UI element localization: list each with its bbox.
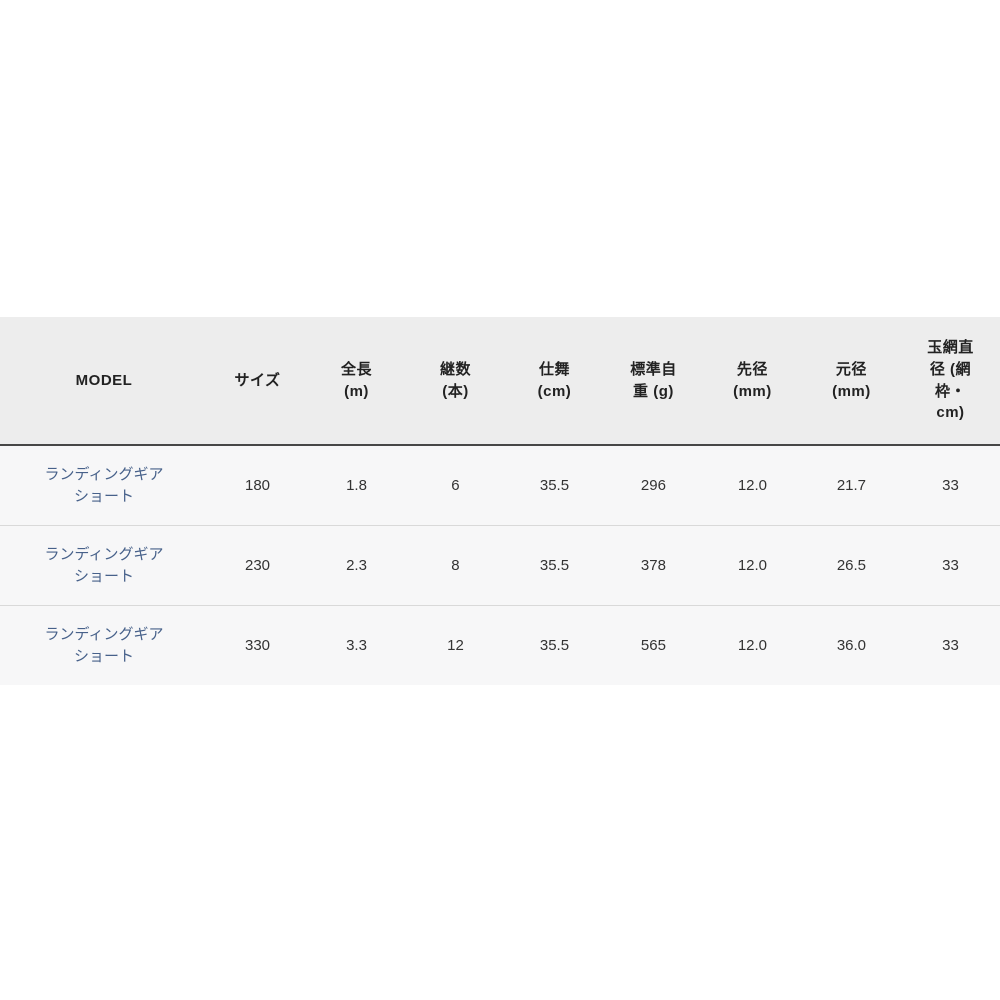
col-header-butt-diameter: 元径 (mm) — [801, 317, 901, 446]
weight-cell: 565 — [603, 605, 703, 685]
total-length-cell: 3.3 — [307, 605, 406, 685]
col-header-size: サイズ — [208, 317, 307, 446]
col-header-closed-length: 仕舞 (cm) — [504, 317, 604, 446]
col-header-tip-diameter: 先径 (mm) — [702, 317, 802, 446]
butt-diameter-cell: 36.0 — [801, 605, 901, 685]
spec-table: MODEL サイズ 全長 (m) 継数 (本) 仕舞 (cm) 標準自 重 (g… — [0, 317, 1000, 685]
size-cell: 230 — [208, 525, 307, 606]
table-row: ランディングギア ショート 330 3.3 12 35.5 565 12.0 3… — [0, 605, 1000, 685]
closed-length-cell: 35.5 — [504, 445, 604, 526]
net-diameter-cell: 33 — [900, 525, 1000, 606]
col-header-total-length: 全長 (m) — [307, 317, 406, 446]
table-row: ランディングギア ショート 180 1.8 6 35.5 296 12.0 21… — [0, 445, 1000, 526]
weight-cell: 296 — [603, 445, 703, 526]
butt-diameter-cell: 21.7 — [801, 445, 901, 526]
sections-cell: 8 — [405, 525, 505, 606]
model-link[interactable]: ランディングギア ショート — [0, 525, 209, 606]
col-header-weight: 標準自 重 (g) — [603, 317, 703, 446]
net-diameter-cell: 33 — [900, 605, 1000, 685]
weight-cell: 378 — [603, 525, 703, 606]
total-length-cell: 2.3 — [307, 525, 406, 606]
size-cell: 330 — [208, 605, 307, 685]
col-header-sections: 継数 (本) — [405, 317, 505, 446]
model-link[interactable]: ランディングギア ショート — [0, 605, 209, 685]
col-header-model: MODEL — [0, 317, 209, 446]
net-diameter-cell: 33 — [900, 445, 1000, 526]
tip-diameter-cell: 12.0 — [702, 605, 802, 685]
table-row: ランディングギア ショート 230 2.3 8 35.5 378 12.0 26… — [0, 525, 1000, 606]
header-row: MODEL サイズ 全長 (m) 継数 (本) 仕舞 (cm) 標準自 重 (g… — [0, 317, 1000, 446]
butt-diameter-cell: 26.5 — [801, 525, 901, 606]
total-length-cell: 1.8 — [307, 445, 406, 526]
size-cell: 180 — [208, 445, 307, 526]
closed-length-cell: 35.5 — [504, 525, 604, 606]
model-link[interactable]: ランディングギア ショート — [0, 445, 209, 526]
col-header-net-diameter: 玉網直 径 (網 枠・ cm) — [900, 317, 1000, 446]
closed-length-cell: 35.5 — [504, 605, 604, 685]
tip-diameter-cell: 12.0 — [702, 445, 802, 526]
tip-diameter-cell: 12.0 — [702, 525, 802, 606]
sections-cell: 12 — [405, 605, 505, 685]
sections-cell: 6 — [405, 445, 505, 526]
